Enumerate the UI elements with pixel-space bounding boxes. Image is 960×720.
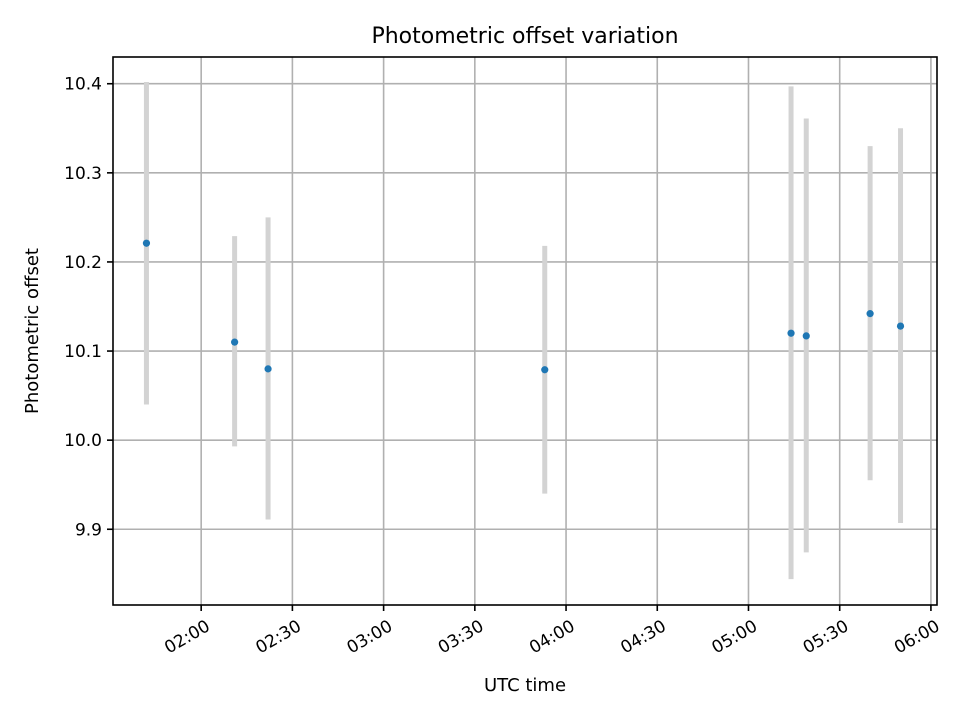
data-point xyxy=(896,322,905,330)
y-axis-label: Photometric offset xyxy=(22,248,43,414)
y-tick-label: 9.9 xyxy=(75,520,102,540)
data-point xyxy=(866,310,874,318)
y-tick-label: 10.0 xyxy=(64,431,102,451)
data-point xyxy=(802,332,810,340)
data-point xyxy=(787,329,795,337)
y-tick-label: 10.3 xyxy=(64,164,102,184)
y-tick-label: 10.4 xyxy=(64,75,102,95)
y-axis-ticks: 9.9 10.0 10.1 10.2 10.3 10.4 xyxy=(64,75,113,540)
data-point-layer xyxy=(142,239,905,374)
data-point xyxy=(231,338,239,346)
data-point xyxy=(541,366,549,374)
x-axis-label: UTC time xyxy=(484,675,566,696)
y-tick-label: 10.1 xyxy=(64,342,102,362)
chart-title: Photometric offset variation xyxy=(371,24,678,49)
plot-frame xyxy=(112,56,938,606)
grid-layer xyxy=(113,57,937,605)
y-tick-label: 10.2 xyxy=(64,253,102,273)
data-point xyxy=(264,365,272,373)
data-point xyxy=(142,239,151,247)
